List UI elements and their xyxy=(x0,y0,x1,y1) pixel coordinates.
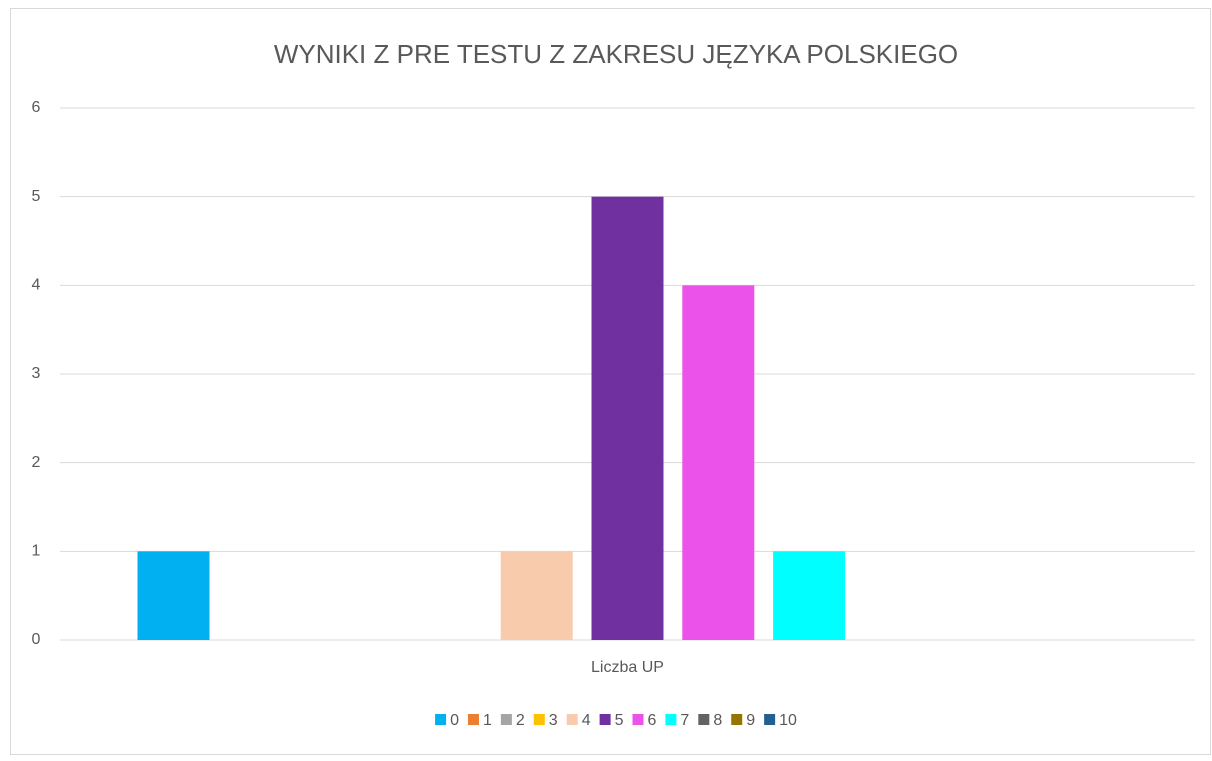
legend-label: 3 xyxy=(549,712,558,729)
legend-swatch xyxy=(599,714,611,725)
legend-swatch xyxy=(467,714,479,725)
legend-label: 5 xyxy=(615,712,624,729)
bar xyxy=(500,551,573,640)
legend-swatch xyxy=(533,714,545,725)
y-tick-label: 2 xyxy=(32,454,41,471)
legend-swatch xyxy=(435,714,447,725)
legend-label: 2 xyxy=(516,712,525,729)
legend-label: 6 xyxy=(648,712,657,729)
y-tick-label: 1 xyxy=(32,543,41,560)
legend-swatch xyxy=(500,714,512,725)
legend-label: 1 xyxy=(483,712,492,729)
y-tick-label: 0 xyxy=(32,631,41,648)
legend-swatch xyxy=(566,714,578,725)
y-tick-label: 6 xyxy=(32,99,41,116)
legend-swatch xyxy=(698,714,710,725)
legend-swatch xyxy=(731,714,743,725)
legend-label: 4 xyxy=(582,712,591,729)
legend-swatch xyxy=(632,714,644,725)
legend-label: 7 xyxy=(680,712,689,729)
legend-label: 0 xyxy=(450,712,459,729)
bar xyxy=(137,551,210,640)
x-tick-label: Liczba UP xyxy=(591,659,664,676)
y-tick-label: 4 xyxy=(32,277,41,294)
legend-label: 10 xyxy=(779,712,797,729)
y-tick-label: 3 xyxy=(32,365,41,382)
y-tick-label: 5 xyxy=(32,188,41,205)
chart-title: WYNIKI Z PRE TESTU Z ZAKRESU JĘZYKA POLS… xyxy=(274,39,958,69)
bar xyxy=(682,285,755,640)
bar xyxy=(591,196,664,640)
legend-swatch xyxy=(665,714,677,725)
bar xyxy=(773,551,846,640)
legend-swatch xyxy=(764,714,776,725)
legend-label: 8 xyxy=(713,712,722,729)
legend-label: 9 xyxy=(746,712,755,729)
